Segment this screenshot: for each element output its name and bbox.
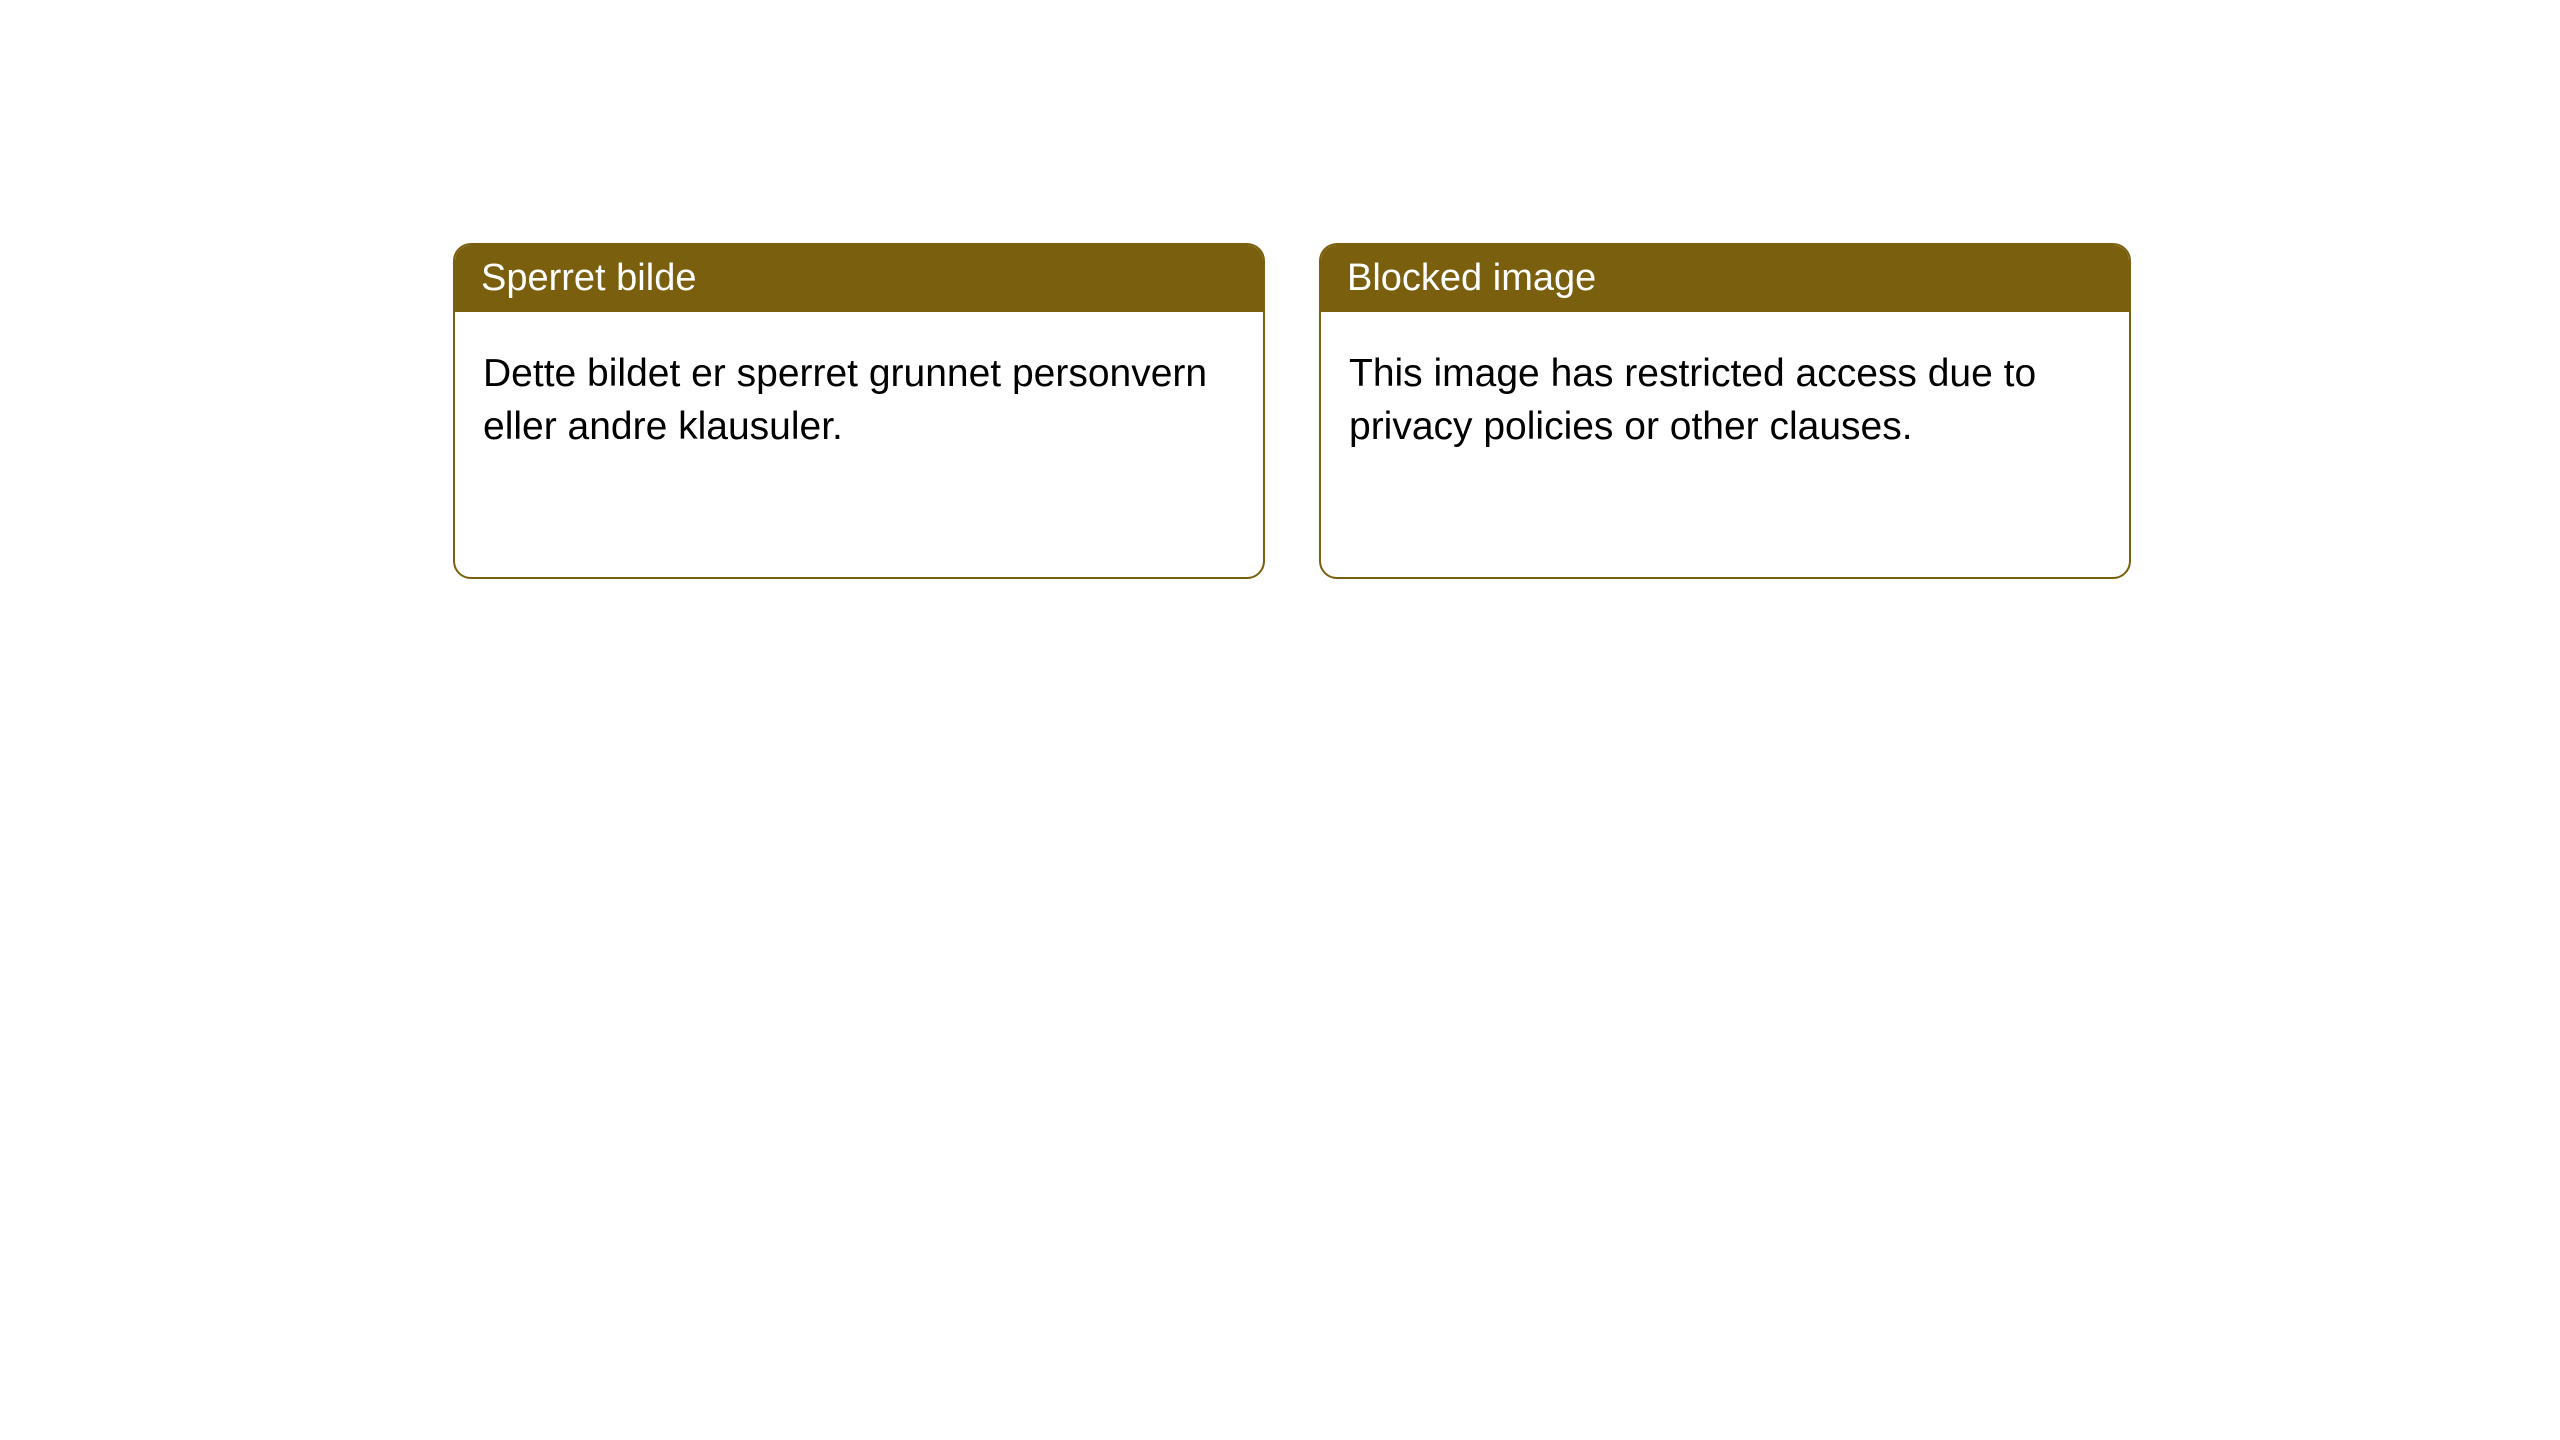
card-body: Dette bildet er sperret grunnet personve… xyxy=(455,312,1263,489)
card-title: Sperret bilde xyxy=(481,257,696,299)
card-title: Blocked image xyxy=(1347,257,1596,299)
card-header: Sperret bilde xyxy=(455,245,1263,312)
card-body-text: This image has restricted access due to … xyxy=(1349,352,2036,448)
notice-card-english: Blocked image This image has restricted … xyxy=(1319,243,2131,579)
card-body-text: Dette bildet er sperret grunnet personve… xyxy=(483,352,1207,448)
card-body: This image has restricted access due to … xyxy=(1321,312,2129,489)
card-header: Blocked image xyxy=(1321,245,2129,312)
notice-cards-container: Sperret bilde Dette bildet er sperret gr… xyxy=(453,243,2131,579)
notice-card-norwegian: Sperret bilde Dette bildet er sperret gr… xyxy=(453,243,1265,579)
